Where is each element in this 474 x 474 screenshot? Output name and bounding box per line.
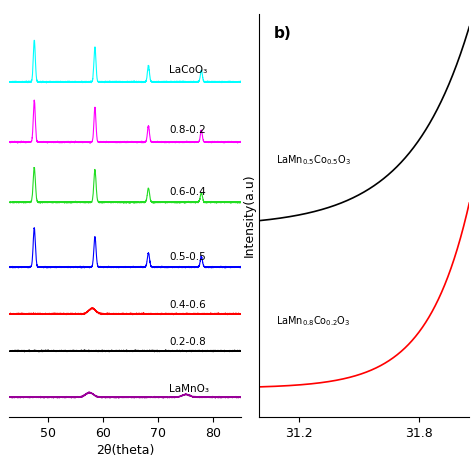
Text: 0.5-0.5: 0.5-0.5 — [169, 252, 206, 262]
X-axis label: 2θ(theta): 2θ(theta) — [96, 444, 155, 457]
Text: LaMn$_{0.8}$Co$_{0.2}$O$_3$: LaMn$_{0.8}$Co$_{0.2}$O$_3$ — [275, 315, 350, 328]
Y-axis label: Intensity(a.u): Intensity(a.u) — [243, 174, 256, 257]
Text: b): b) — [273, 27, 291, 41]
Text: LaMn$_{0.5}$Co$_{0.5}$O$_3$: LaMn$_{0.5}$Co$_{0.5}$O$_3$ — [275, 154, 350, 167]
Text: 0.6-0.4: 0.6-0.4 — [169, 187, 206, 197]
Text: 0.4-0.6: 0.4-0.6 — [169, 300, 206, 310]
Text: LaCoO₃: LaCoO₃ — [169, 65, 208, 75]
Text: 0.2-0.8: 0.2-0.8 — [169, 337, 206, 347]
Text: 0.8-0.2: 0.8-0.2 — [169, 125, 206, 135]
Text: LaMnO₃: LaMnO₃ — [169, 383, 210, 393]
